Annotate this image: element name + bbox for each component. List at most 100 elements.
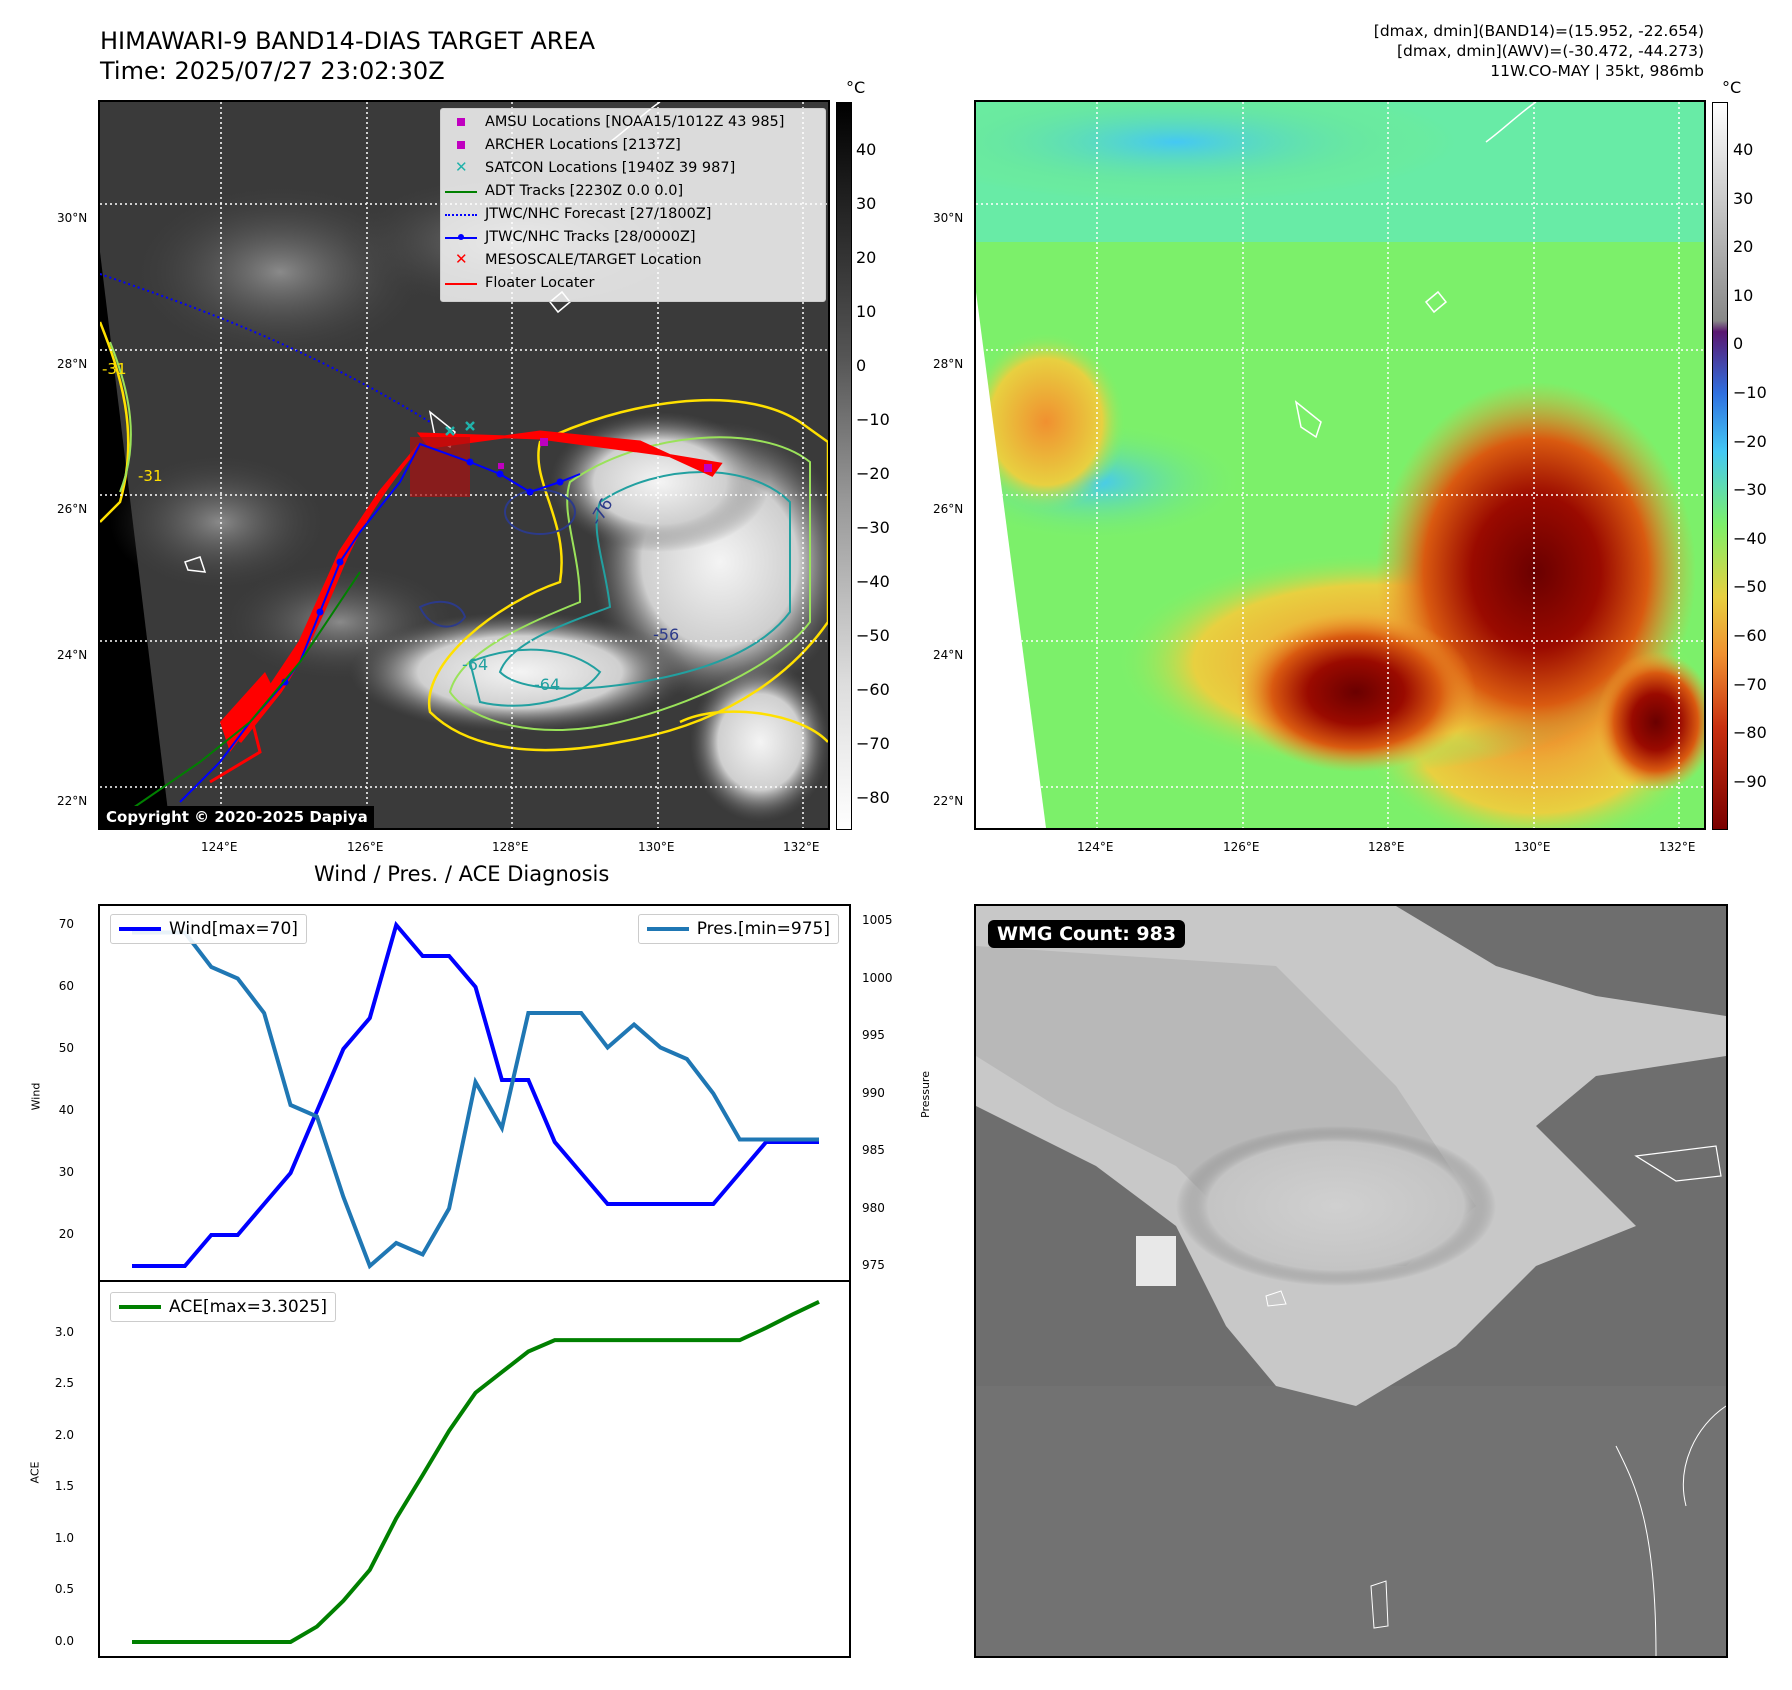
pres-legend: Pres.[min=975] (637, 914, 839, 944)
colorbar-tick: −60 (1733, 626, 1767, 645)
wmg-image (976, 906, 1726, 1656)
colorbar-tick: −70 (1733, 674, 1767, 694)
axis-tick-label: 3.0 (54, 1324, 74, 1339)
wmg-count-badge: WMG Count: 983 (988, 920, 1186, 948)
map-legend: AMSU Locations [NOAA15/1012Z 43 985] ARC… (440, 108, 826, 302)
colorbar-tick: 30 (856, 194, 877, 213)
ir-map-panel: -76 -64 -64 -56 -31 -31 Copyright © 2020… (98, 100, 830, 830)
magenta-square-icon (457, 118, 465, 126)
ace-ylabel: ACE (28, 1461, 42, 1484)
colorbar-tick: −20 (856, 464, 890, 483)
axis-tick-label: 0.5 (54, 1582, 74, 1597)
axis-tick-label: 2.0 (54, 1427, 74, 1442)
axis-tick-label: 980 (862, 1200, 885, 1215)
wmg-panel: WMG Count: 983 (974, 904, 1728, 1658)
axis-tick-label: 1.0 (54, 1530, 74, 1545)
colorbar-tick: −90 (1733, 771, 1767, 791)
lat-tick: 22°N (933, 794, 964, 808)
contour-label: -31 (138, 467, 163, 485)
ace-swatch-icon (119, 1305, 161, 1309)
wind-pres-plot (132, 920, 819, 1270)
colorbar-tick: 40 (856, 140, 877, 159)
axis-tick-label: 1.5 (54, 1479, 74, 1494)
figure-time: Time: 2025/07/27 23:02:30Z (100, 57, 445, 85)
wind-ylabel: Wind (29, 1082, 43, 1111)
lon-tick: 128°E (492, 840, 529, 854)
wind-swatch-icon (119, 927, 161, 931)
colorbar-unit: °C (846, 78, 866, 97)
axis-tick-label: 50 (58, 1041, 74, 1055)
axis-tick-label: 1005 (862, 913, 893, 927)
colorbar-tick: 20 (856, 248, 877, 267)
axis-tick-label: 990 (862, 1085, 885, 1100)
lon-tick: 126°E (1223, 840, 1260, 854)
colorbar-tick: −30 (1733, 480, 1767, 500)
lat-tick: 24°N (57, 648, 88, 662)
storm-id: 11W.CO-MAY | 35kt, 986mb (1490, 62, 1704, 80)
legend-label: ARCHER Locations [2137Z] (485, 137, 681, 153)
diag-title: Wind / Pres. / ACE Diagnosis (314, 862, 610, 886)
axis-tick-label: 2.5 (54, 1376, 74, 1391)
colorbar-tick: −50 (1733, 577, 1767, 597)
red-line-icon (445, 283, 477, 285)
colorbar-color (1712, 102, 1728, 830)
pres-legend-label: Pres.[min=975] (696, 919, 830, 939)
wind-line (132, 920, 819, 1268)
legend-label: MESOSCALE/TARGET Location (485, 252, 702, 268)
legend-label: Floater Locater (485, 275, 595, 291)
pres-swatch-icon (646, 927, 689, 931)
ace-legend: ACE[max=3.3025] (110, 1292, 336, 1322)
legend-label: JTWC/NHC Tracks [28/0000Z] (485, 229, 696, 245)
contour-label: -31 (102, 360, 127, 378)
legend-label: SATCON Locations [1940Z 39 987] (485, 160, 736, 176)
pres-ylabel: Pressure (918, 1071, 932, 1118)
colorbar-tick: −40 (856, 572, 890, 591)
awv-map-panel (974, 100, 1706, 830)
axis-tick-label: 40 (58, 1103, 74, 1117)
blue-dotted-line-icon (445, 214, 477, 216)
dmax-awv: [dmax, dmin](AWV)=(-30.472, -44.273) (1397, 42, 1704, 60)
axis-tick-label: 30 (58, 1165, 74, 1179)
lat-tick: 26°N (933, 502, 964, 516)
colorbar-gray (836, 102, 852, 830)
colorbar-tick: −40 (1733, 528, 1767, 548)
colorbar-tick: −80 (1733, 723, 1767, 743)
lon-tick: 132°E (783, 840, 820, 854)
contour-label: -64 (462, 655, 489, 674)
colorbar-tick: −10 (1733, 383, 1767, 402)
lat-tick: 22°N (57, 794, 88, 808)
axis-tick-label: 70 (58, 917, 74, 931)
lon-tick: 130°E (1514, 840, 1551, 854)
colorbar-tick: −80 (856, 788, 890, 807)
contour-label: -64 (534, 675, 561, 694)
lat-tick: 24°N (933, 648, 964, 662)
contour-label: -56 (653, 625, 680, 644)
lat-tick: 30°N (57, 211, 88, 225)
colorbar-tick: −60 (856, 680, 890, 699)
colorbar-tick: 10 (1733, 285, 1754, 305)
colorbar-tick: 10 (856, 302, 877, 321)
colorbar-tick: −30 (856, 518, 890, 537)
colorbar-unit: °C (1722, 78, 1742, 97)
wind-legend: Wind[max=70] (110, 914, 307, 944)
axis-tick-label: 20 (58, 1227, 74, 1241)
colorbar-tick: −70 (856, 734, 890, 753)
lat-tick: 28°N (57, 357, 88, 371)
cyan-x-icon: ✕ (455, 158, 468, 176)
colorbar-tick: 40 (1733, 140, 1754, 159)
lon-tick: 128°E (1368, 840, 1405, 854)
lat-tick: 26°N (57, 502, 88, 516)
green-line-icon (445, 191, 477, 193)
colorbar-tick: −20 (1733, 431, 1767, 451)
colorbar-tick: 0 (1733, 334, 1744, 354)
axis-tick-label: 995 (862, 1028, 885, 1042)
ace-line (132, 1299, 820, 1644)
lon-tick: 124°E (1077, 840, 1114, 854)
red-x-icon: ✕ (455, 250, 468, 268)
colorbar-tick: 0 (856, 356, 867, 375)
ace-legend-label: ACE[max=3.3025] (169, 1297, 327, 1317)
lon-tick: 132°E (1659, 840, 1696, 854)
legend-label: JTWC/NHC Forecast [27/1800Z] (485, 206, 712, 222)
colorbar-tick: 20 (1733, 237, 1754, 257)
dmax-band14: [dmax, dmin](BAND14)=(15.952, -22.654) (1373, 22, 1704, 40)
